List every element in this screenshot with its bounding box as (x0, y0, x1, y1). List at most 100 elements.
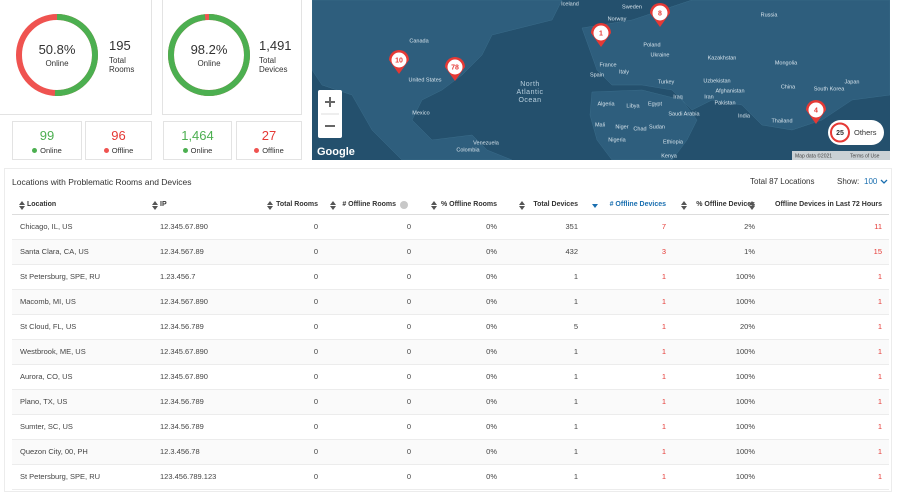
offline-count: 96 (111, 128, 126, 143)
others-ring (830, 122, 850, 143)
zoom-in-button[interactable] (325, 97, 335, 107)
column-header[interactable]: % Offline Devices (696, 201, 755, 208)
sort-down (519, 206, 526, 210)
table-cell: 432 (565, 247, 578, 256)
map-label: Iceland (561, 1, 579, 7)
sort-down (329, 206, 336, 210)
map-marker[interactable]: 78 (445, 57, 465, 81)
column-header[interactable]: # Offline Devices (609, 201, 666, 208)
map-marker[interactable]: 4 (806, 100, 826, 124)
table-cell: 20% (739, 322, 755, 331)
column-header[interactable]: IP (160, 201, 167, 208)
online-percent: 50.8% (38, 42, 76, 57)
zoom-in-icon (325, 97, 335, 107)
marker-count: 78 (451, 64, 459, 71)
map-marker[interactable]: 8 (650, 3, 670, 27)
map-label: Ukraine (651, 52, 670, 58)
map-landmass (581, 0, 890, 131)
map-label: France (599, 62, 616, 68)
table-cell: 1 (661, 472, 666, 481)
column-header[interactable]: % Offline Rooms (440, 201, 497, 208)
table-cell: 351 (565, 222, 578, 231)
map-label: Russia (761, 12, 779, 18)
map-terms[interactable]: Terms of Use (850, 153, 880, 159)
table-cell: 12.345.67.890 (160, 372, 208, 381)
map-label: Mali (595, 122, 605, 128)
column-header[interactable]: Location (27, 201, 57, 208)
table-cell: 1 (661, 272, 666, 281)
table-cell: 1% (744, 247, 755, 256)
table-cell: 1 (877, 447, 882, 456)
table-cell: 0 (313, 422, 318, 431)
table-cell: Aurora, CO, US (20, 372, 73, 381)
table-cell: 1 (573, 422, 578, 431)
column-header[interactable]: Offline Devices in Last 72 Hours (775, 201, 882, 208)
table-cell: 0 (313, 272, 318, 281)
table-cell: 0 (406, 422, 411, 431)
sort-down (267, 206, 274, 210)
map-label: Pakistan (714, 100, 735, 106)
summary-card (162, 0, 302, 115)
table-cell: Macomb, MI, US (20, 297, 76, 306)
total-locations: Total 87 Locations (750, 177, 815, 186)
sort-up (152, 201, 158, 205)
map-label: Iraq (673, 94, 682, 100)
table-cell: 0 (313, 247, 318, 256)
online-count: 1,464 (181, 128, 214, 143)
table-cell: 0 (313, 297, 318, 306)
map-marker[interactable]: 10 (389, 49, 409, 74)
table-cell: Sumter, SC, US (20, 422, 73, 431)
table-cell: 1 (661, 372, 666, 381)
table-cell: 100% (735, 297, 755, 306)
table-cell: 100% (735, 347, 755, 356)
table-cell: 1 (573, 347, 578, 356)
table-cell: 0 (406, 272, 411, 281)
table-row (12, 340, 889, 365)
info-circle (400, 201, 408, 209)
info-icon (400, 201, 408, 209)
table-cell: 0% (486, 472, 497, 481)
table-cell: 1 (877, 272, 882, 281)
sort-up (749, 201, 756, 205)
table-cell: 15 (873, 247, 882, 256)
map-marker[interactable]: 1 (591, 23, 611, 47)
status-dot (182, 148, 188, 153)
table-cell: 0 (406, 322, 411, 331)
others-marker[interactable]: 25 Others (828, 120, 884, 145)
map-label: Norway (608, 16, 627, 22)
zoom-control (318, 90, 342, 138)
table-cell: 100% (735, 447, 755, 456)
table-cell: 0 (406, 222, 411, 231)
table-cell: 1 (877, 322, 882, 331)
sort-icon (329, 201, 336, 210)
chevron-icon (880, 179, 888, 184)
column-header[interactable]: Total Devices (533, 201, 578, 208)
sort-down (749, 206, 756, 210)
sort-icon (749, 201, 756, 210)
page-size-select[interactable]: 100 (864, 177, 888, 186)
table-cell: 0 (313, 347, 318, 356)
sort-icon (591, 204, 598, 208)
table-row (12, 465, 889, 490)
offline-label: Offline (262, 146, 284, 155)
sort-down (430, 206, 437, 210)
offline-count: 27 (261, 128, 277, 143)
table-row (12, 215, 889, 240)
column-header[interactable]: Total Rooms (276, 201, 318, 208)
map-label: Atlantic (517, 89, 544, 96)
table-cell: Santa Clara, CA, US (20, 247, 89, 256)
table-cell: 1 (877, 422, 882, 431)
table-cell: 0% (486, 447, 497, 456)
column-header[interactable]: # Offline Rooms (342, 201, 396, 208)
attribution-bar (792, 151, 890, 160)
table-cell: 12.345.67.890 (160, 347, 208, 356)
table-cell: 12.345.67.890 (160, 222, 208, 231)
status-dot (254, 148, 260, 153)
table-row (12, 240, 889, 265)
map-label: South Korea (814, 86, 846, 92)
table-cell: Quezon City, 00, PH (20, 447, 88, 456)
table-cell: 1 (661, 347, 666, 356)
map-label: Turkey (658, 79, 675, 85)
table-cell: 3 (661, 247, 666, 256)
table-cell: Plano, TX, US (20, 397, 68, 406)
